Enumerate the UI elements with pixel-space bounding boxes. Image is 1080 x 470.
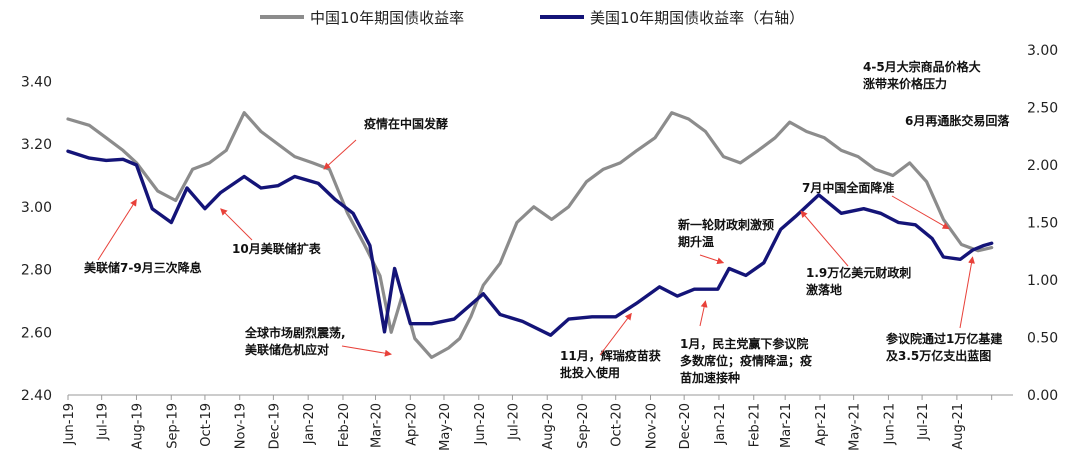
y-left-tick-label: 3.00: [21, 200, 52, 216]
x-tick-label: Jul-21: [916, 403, 931, 441]
x-tick-label: Feb-20: [337, 403, 352, 447]
x-tick-label: Apr-21: [814, 403, 829, 446]
x-tick-label: Jun-21: [882, 403, 897, 446]
x-tick-label: Dec-19: [267, 403, 282, 449]
y-left-tick-label: 2.40: [21, 388, 52, 404]
annotation-line: 美联储危机应对: [245, 342, 329, 357]
x-tick-label: Dec-20: [678, 403, 693, 449]
x-tick-label: Aug-19: [130, 403, 145, 450]
y-right-tick-label: 0.50: [1027, 331, 1058, 347]
annotation-label: 4-5月大宗商品价格大涨带来价格压力: [863, 59, 981, 91]
annotation-arrow: [220, 208, 253, 241]
annotation-label: 11月，辉瑞疫苗获批投入使用: [560, 348, 661, 380]
x-tick-label: Feb-21: [748, 403, 763, 447]
annotation-line: 全球市场剧烈震荡,: [244, 325, 346, 340]
annotation-line: 涨带来价格压力: [863, 76, 947, 91]
annotation-line: 4-5月大宗商品价格大: [863, 59, 981, 74]
annotation-arrow: [699, 254, 725, 265]
annotation-line: 1月，民主党赢下参议院: [680, 336, 808, 351]
us-yield-line: [66, 149, 994, 337]
y-left-tick-label: 3.20: [21, 137, 52, 153]
y-right-tick-label: 2.00: [1027, 158, 1058, 174]
x-tick-label: Mar-20: [370, 403, 385, 448]
annotation-line: 10月美联储扩表: [232, 241, 322, 256]
x-tick-label: Jan-21: [713, 403, 728, 445]
x-tick-label: Aug-20: [541, 403, 556, 450]
annotation-label: 1.9万亿美元财政刺激落地: [806, 265, 911, 297]
x-tick-label: Jun-19: [62, 403, 77, 446]
x-tick-label: Sep-20: [576, 403, 591, 449]
annotation-label: 全球市场剧烈震荡, 美联储危机应对: [244, 325, 346, 357]
annotation-line: 7月中国全面降准: [802, 180, 894, 195]
annotation-line: 期升温: [678, 234, 714, 249]
annotation-line: 新一轮财政刺激预: [678, 217, 774, 232]
annotation-label: 10月美联储扩表: [232, 241, 322, 256]
series: [66, 111, 994, 359]
x-tick-label: Oct-19: [199, 403, 214, 447]
legend-label: 中国10年期国债收益率: [310, 9, 464, 27]
y-right-tick-label: 1.00: [1027, 273, 1058, 289]
annotation-line: 11月，辉瑞疫苗获: [560, 348, 661, 363]
annotation-arrow: [891, 195, 950, 230]
annotation-line: 1.9万亿美元财政刺: [806, 265, 911, 280]
annotation-arrow: [599, 312, 632, 356]
x-tick-label: Nov-19: [234, 403, 249, 449]
annotation-line: 疫情在中国发酵: [364, 116, 448, 131]
legend-label: 美国10年期国债收益率（右轴）: [590, 9, 804, 27]
x-tick-label: May-20: [438, 403, 453, 451]
x-tick-label: Oct-20: [610, 403, 625, 447]
annotation-label: 疫情在中国发酵: [364, 116, 448, 131]
legend: 中国10年期国债收益率 美国10年期国债收益率（右轴）: [260, 9, 804, 27]
annotation-line: 苗加速接种: [680, 370, 740, 385]
annotation-line: 及3.5万亿支出蓝图: [886, 348, 991, 363]
x-tick-label: Jan-20: [302, 403, 317, 445]
annotation-line: 6月再通胀交易回落: [905, 113, 1010, 128]
china-yield-line: [66, 111, 994, 359]
annotation-line: 多数席位；疫情降温；疫: [680, 353, 812, 368]
annotation-arrow: [323, 139, 357, 170]
y-left-tick-label: 3.40: [21, 74, 52, 90]
axes: 2.40 2.60 2.80 3.00 3.20 3.40 0.00 0.50 1.00 1.50…: [21, 43, 1058, 451]
y-left-tick-label: 2.80: [21, 263, 52, 279]
annotation-line: 激落地: [806, 282, 842, 297]
y-right-tick-label: 1.50: [1027, 216, 1058, 232]
annotation-arrow: [699, 300, 708, 327]
annotation-line: 参议院通过1万亿基建: [886, 331, 1003, 346]
annotation-label: 6月再通胀交易回落: [905, 113, 1010, 128]
x-tick-label: May-21: [848, 403, 863, 451]
y-right-tick-label: 0.00: [1027, 388, 1058, 404]
annotation-label: 美联储7-9月三次降息: [84, 260, 202, 275]
y-left-tick-label: 2.60: [21, 325, 52, 341]
x-tick-label: Aug-21: [951, 403, 966, 450]
annotation-label: 新一轮财政刺激预期升温: [678, 217, 774, 249]
x-tick-label: Mar-21: [779, 403, 794, 448]
annotation-arrow: [97, 198, 137, 261]
y-right-tick-label: 3.00: [1027, 43, 1058, 59]
annotation-line: 批投入使用: [560, 365, 620, 380]
x-tick-label: Jul-20: [506, 403, 521, 441]
annotation-label: 参议院通过1万亿基建及3.5万亿支出蓝图: [886, 331, 1003, 363]
y-right-tick-label: 2.50: [1027, 101, 1058, 117]
annotation-arrow: [800, 210, 849, 267]
x-tick-label: Jul-19: [96, 403, 111, 441]
annotation-arrow: [341, 345, 392, 357]
x-tick-label: Apr-20: [404, 403, 419, 446]
x-tick-label: Jun-20: [473, 403, 488, 446]
x-tick-label: Sep-19: [165, 403, 180, 449]
x-tick-label: Nov-20: [644, 403, 659, 449]
annotation-arrow: [959, 256, 975, 329]
annotation-label: 1月，民主党赢下参议院多数席位；疫情降温；疫苗加速接种: [680, 336, 812, 385]
annotation-line: 美联储7-9月三次降息: [84, 260, 202, 275]
annotation-label: 7月中国全面降准: [802, 180, 894, 195]
